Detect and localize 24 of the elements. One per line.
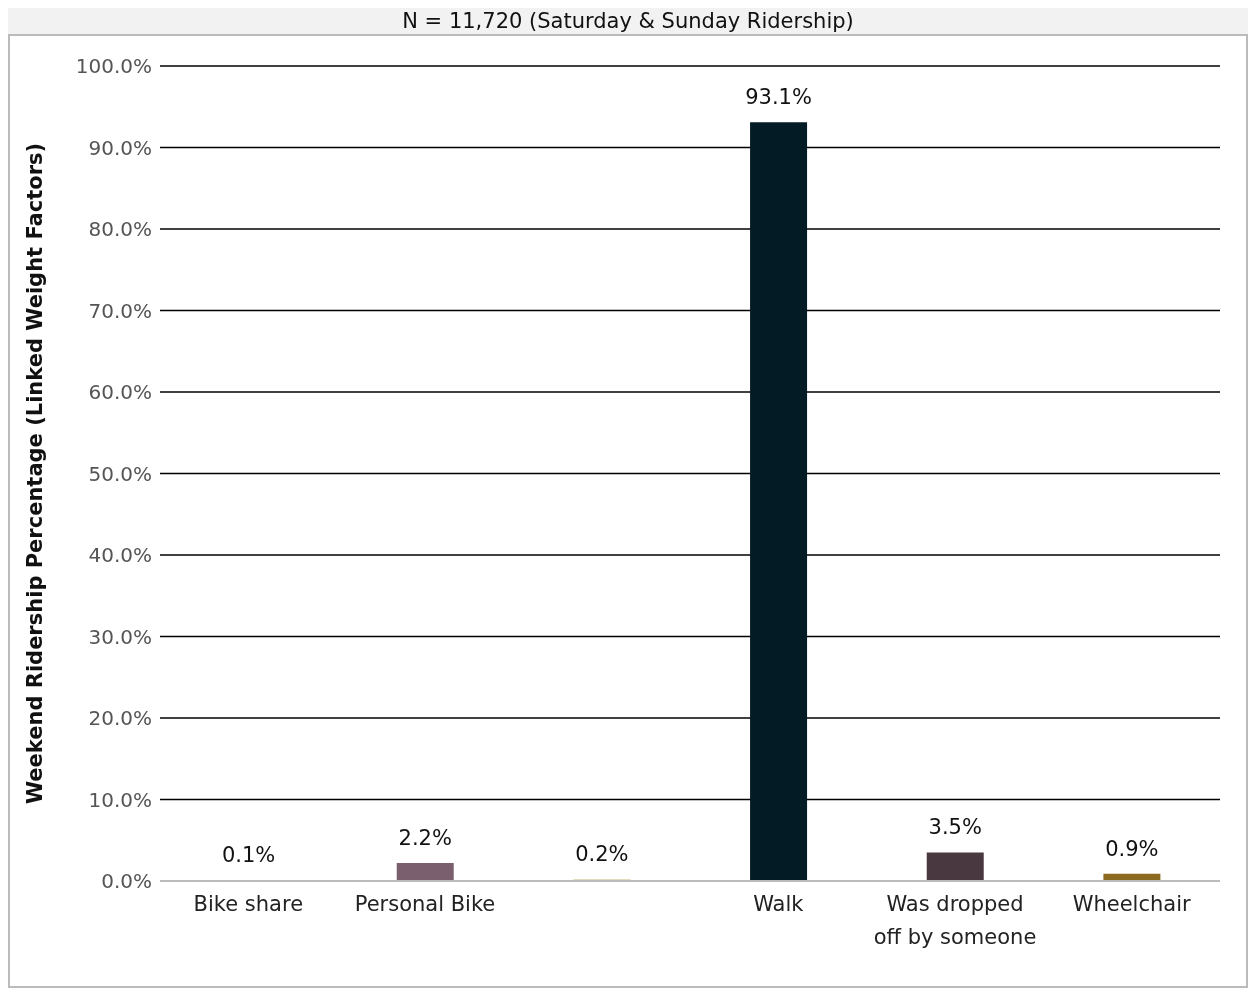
data-label: 2.2% <box>398 826 452 851</box>
y-tick-label: 20.0% <box>88 706 152 731</box>
y-tick-label: 30.0% <box>88 624 152 649</box>
y-tick-label: 40.0% <box>88 543 152 568</box>
y-axis-title: Weekend Ridership Percentage (Linked Weight Factors) <box>23 142 48 805</box>
x-tick-label: Bike share <box>193 892 304 916</box>
x-tick-label: Wheelchair <box>1072 892 1191 916</box>
y-tick-label: 70.0% <box>88 298 152 323</box>
y-tick-label: 100.0% <box>75 54 152 79</box>
y-tick-label: 10.0% <box>88 787 152 812</box>
x-tick-label: Walk <box>753 892 805 916</box>
y-tick-label: 60.0% <box>88 380 152 405</box>
chart-title: N = 11,720 (Saturday & Sunday Ridership) <box>8 8 1248 34</box>
data-label: 0.2% <box>575 842 629 867</box>
y-tick-label: 80.0% <box>88 217 152 242</box>
x-tick-label: Was dropped off by someone <box>873 892 1037 949</box>
data-label: 93.1% <box>745 85 812 110</box>
data-label: 0.9% <box>1105 836 1159 861</box>
y-tick-label: 90.0% <box>88 135 152 160</box>
y-tick-label: 50.0% <box>88 461 152 486</box>
data-label: 3.5% <box>928 815 982 840</box>
y-tick-label: 0.0% <box>101 869 152 894</box>
x-tick-label: Personal Bike <box>354 892 496 916</box>
data-label: 0.1% <box>221 843 276 868</box>
